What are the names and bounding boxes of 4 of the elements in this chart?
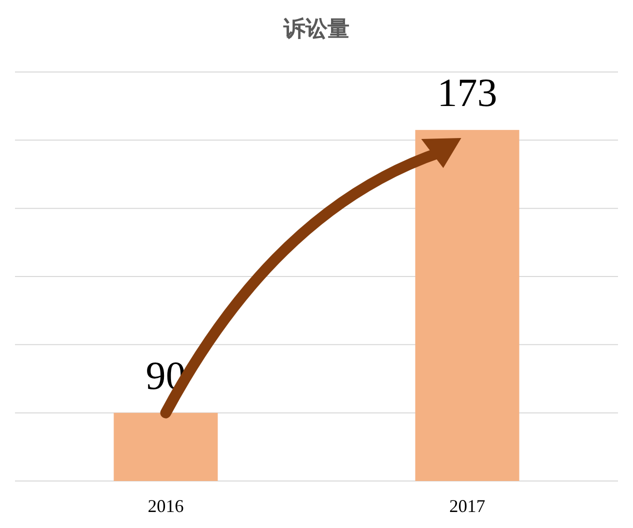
x-tick-label: 2017 [449,496,486,516]
data-label: 173 [437,70,498,115]
chart-title: 诉讼量 [282,17,350,42]
x-tick-label: 2016 [148,496,184,516]
